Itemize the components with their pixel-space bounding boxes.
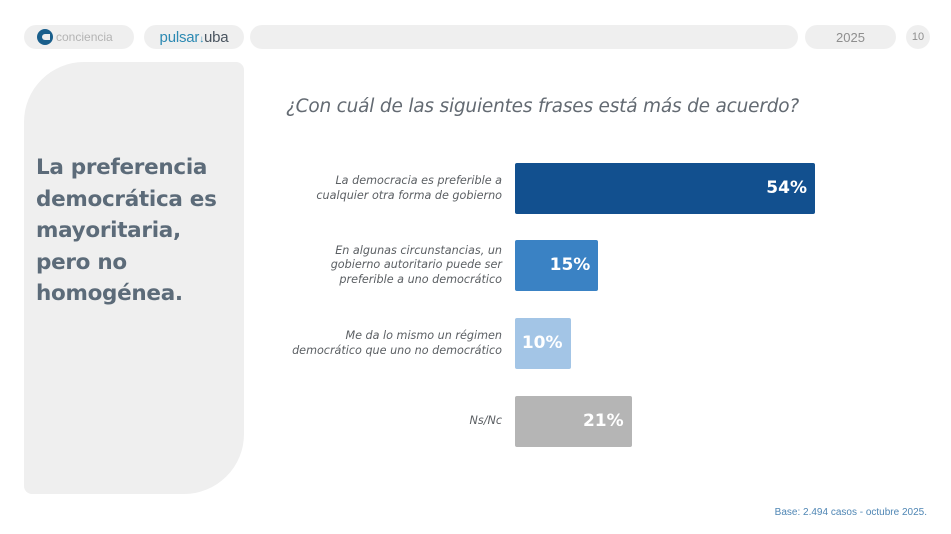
category-label: La democracia es preferible a cualquier o… — [316, 174, 502, 203]
bar — [515, 240, 599, 291]
category-label-line: democrático que uno no democrático — [292, 343, 502, 357]
uba-text: uba — [204, 28, 229, 46]
bar-value-label: 21% — [582, 411, 624, 431]
bar-value-label: 15% — [549, 255, 591, 275]
category-label: Me da lo mismo un régimen democrático que… — [292, 329, 502, 358]
category-label-line: cualquier otra forma de gobierno — [316, 188, 502, 202]
page-number: 10 — [911, 31, 925, 43]
pulsar-text: pulsar — [159, 28, 200, 46]
side-title-line: homogénea. — [36, 281, 183, 306]
category-label-line: En algunas circunstancias, un — [335, 243, 502, 257]
category-label-line: Me da lo mismo un régimen — [345, 329, 502, 342]
bar — [515, 163, 815, 214]
side-title-line: democrática es — [36, 186, 217, 212]
category-label-line: gobierno autoritario puede ser — [330, 258, 502, 272]
base-footnote: Base: 2.494 casos - octubre 2025. — [774, 507, 927, 518]
side-title-line: mayoritaria, — [36, 218, 181, 243]
side-panel-title: La preferencia democrática es mayoritaria,… — [36, 152, 241, 310]
conciencia-c-icon — [37, 29, 53, 45]
bar-value-label: 54% — [766, 178, 807, 198]
side-title-line: pero no — [36, 249, 127, 275]
pulsar-uba-logo: pulsar↓uba — [144, 25, 244, 49]
header-bar — [250, 25, 798, 49]
conciencia-logo: conciencia — [24, 25, 134, 49]
category-label: En algunas circunstancias, un gobierno au… — [331, 244, 502, 288]
category-label-line: Ns/Nc — [469, 414, 503, 428]
bar — [515, 396, 632, 447]
page-number-badge: 10 — [906, 25, 930, 49]
year-badge: 2025 — [805, 25, 896, 49]
side-title-line: La preferencia — [36, 155, 208, 180]
category-label: Ns/Nc — [470, 414, 503, 429]
bar-value-label: 10% — [521, 333, 563, 353]
side-panel — [24, 62, 244, 494]
year-text: 2025 — [836, 29, 865, 45]
conciencia-logo-text: conciencia — [56, 30, 113, 44]
pulsar-arrow-icon: ↓ — [199, 33, 205, 45]
category-label-line: preferible a uno democrático — [339, 272, 502, 286]
chart-question-title: ¿Con cuál de las siguientes frases está … — [286, 96, 800, 117]
pulsar-uba-logo-text: pulsar↓uba — [160, 29, 229, 46]
bar — [515, 318, 571, 369]
category-label-line: La democracia es preferible a — [335, 174, 502, 187]
